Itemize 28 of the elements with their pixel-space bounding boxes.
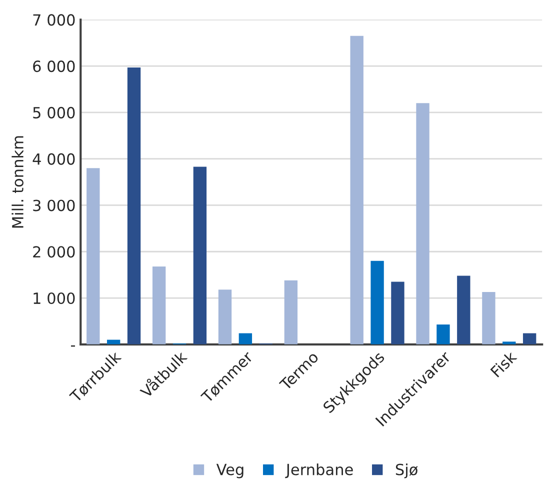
legend-label: Veg <box>216 464 244 478</box>
bar <box>482 292 496 344</box>
y-tick-label: 3 000 <box>33 200 75 212</box>
bar <box>350 36 364 344</box>
bar <box>522 333 536 344</box>
y-tick-label: 5 000 <box>33 106 75 118</box>
y-tick-label: - <box>70 345 76 347</box>
bar <box>416 103 430 344</box>
bar <box>436 324 450 344</box>
bar <box>370 260 384 344</box>
bar <box>193 166 207 344</box>
y-tick-label: 6 000 <box>33 60 75 72</box>
bar <box>127 67 141 344</box>
bar <box>218 290 232 344</box>
bar <box>86 168 100 344</box>
bar <box>152 266 166 344</box>
legend-label: Jernbane <box>285 463 353 478</box>
y-tick-label: 7 000 <box>33 14 75 26</box>
y-tick-label: 2 000 <box>33 246 75 258</box>
bar <box>238 333 252 344</box>
bar <box>284 280 298 344</box>
x-tick-label: Fisk <box>490 350 518 378</box>
y-tick-label: 1 000 <box>34 292 75 304</box>
legend-label: Sjø <box>396 463 418 478</box>
y-tick-label: 4 000 <box>32 153 75 165</box>
bar <box>457 276 470 344</box>
bar <box>391 282 404 344</box>
y-axis-title: Mill. tonnkm <box>12 136 24 228</box>
